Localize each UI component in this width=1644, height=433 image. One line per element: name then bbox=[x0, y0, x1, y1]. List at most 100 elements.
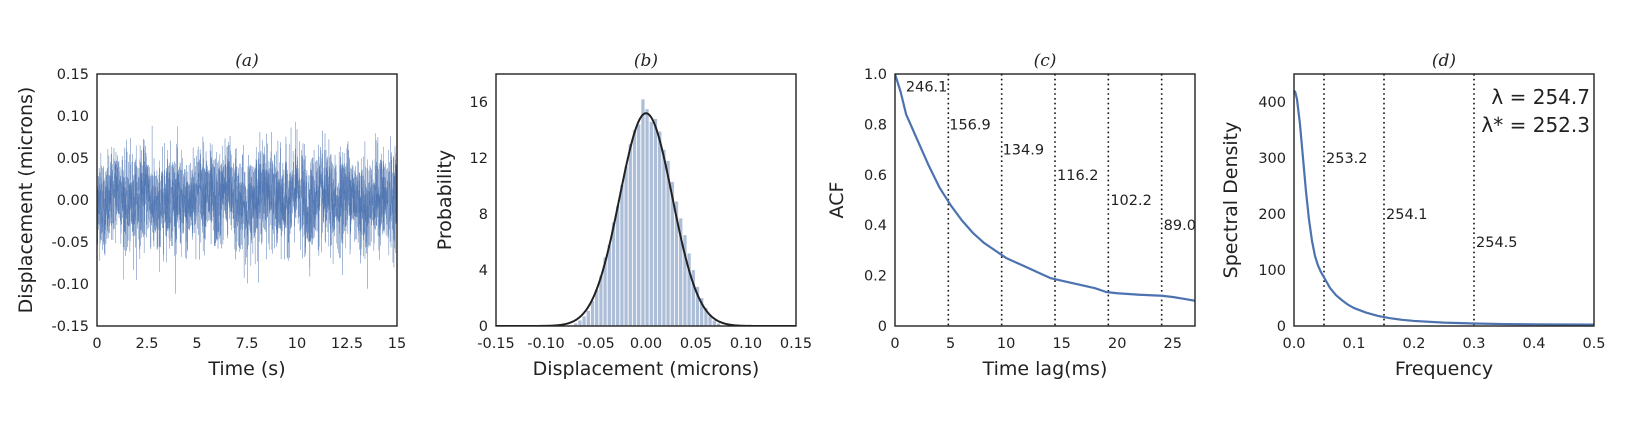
histogram-bar bbox=[641, 99, 645, 326]
plot-frame bbox=[1294, 74, 1594, 326]
x-axis-label: Frequency bbox=[1395, 358, 1493, 380]
annotation-label: 116.2 bbox=[1057, 168, 1099, 184]
x-tick-label: 0 bbox=[92, 336, 101, 352]
y-tick-label: 100 bbox=[1258, 263, 1286, 279]
y-tick-label: 0.10 bbox=[57, 109, 89, 125]
y-tick-label: 16 bbox=[470, 95, 488, 111]
annotation-label: 134.9 bbox=[1003, 143, 1045, 159]
x-tick-label: 0.2 bbox=[1402, 336, 1425, 352]
x-tick-label: 15 bbox=[1052, 336, 1070, 352]
annotation-label: 102.2 bbox=[1110, 193, 1152, 209]
histogram-bar bbox=[624, 166, 628, 326]
y-tick-label: 8 bbox=[479, 207, 488, 223]
panel-title: (a) bbox=[235, 51, 258, 71]
y-tick-label: -0.10 bbox=[51, 277, 89, 293]
x-tick-label: 0.3 bbox=[1462, 336, 1485, 352]
panel-d: 253.2 254.1 254.5 λ = 254.7 λ* = 252.3 0.0 0.1… bbox=[1220, 51, 1606, 380]
histogram-bar bbox=[620, 185, 624, 326]
x-tick-label: 5 bbox=[192, 336, 201, 352]
x-tick-label: 0.00 bbox=[630, 336, 662, 352]
y-tick-label: 4 bbox=[479, 263, 488, 279]
x-tick-label: 0.4 bbox=[1522, 336, 1545, 352]
y-tick-label: 0 bbox=[479, 319, 488, 335]
x-tick-label: 0.0 bbox=[1282, 336, 1305, 352]
histogram-bar bbox=[713, 320, 717, 326]
y-tick-label: 0.00 bbox=[57, 193, 89, 209]
x-axis-label: Displacement (microns) bbox=[533, 358, 760, 380]
x-tick-label: 0.05 bbox=[680, 336, 712, 352]
annotation-label: 89.0 bbox=[1164, 218, 1196, 234]
panel-title: (c) bbox=[1034, 51, 1057, 71]
series-line-acf bbox=[895, 74, 1195, 301]
plot-area bbox=[496, 99, 796, 326]
histogram-bar bbox=[578, 320, 582, 326]
histogram-bar bbox=[629, 144, 633, 326]
histogram-bar bbox=[595, 290, 599, 326]
annotation-label: 254.1 bbox=[1386, 207, 1428, 223]
plot-area bbox=[97, 122, 397, 294]
histogram-bar bbox=[654, 119, 658, 326]
panel-title: (d) bbox=[1432, 51, 1456, 71]
x-tick-label: 7.5 bbox=[235, 336, 258, 352]
x-tick-label: 15 bbox=[388, 336, 406, 352]
series-line-displacement bbox=[97, 122, 397, 294]
y-axis-label: ACF bbox=[826, 182, 848, 219]
x-tick-label: 12.5 bbox=[331, 336, 363, 352]
histogram-bar bbox=[662, 150, 666, 326]
panel-a: 0 2.5 5 7.5 10 12.5 15 -0.15 -0.10 -0.05 0.00 0.05 0… bbox=[15, 51, 406, 380]
y-tick-label: 0.05 bbox=[57, 151, 89, 167]
histogram-bar bbox=[612, 222, 616, 326]
histogram-bar bbox=[650, 122, 654, 326]
y-tick-label: 0.6 bbox=[864, 168, 887, 184]
x-tick-label: -0.05 bbox=[577, 336, 615, 352]
lambda-estimate-label: λ = 254.7 bbox=[1491, 85, 1590, 109]
y-tick-label: -0.05 bbox=[51, 235, 89, 251]
histogram-bar bbox=[608, 245, 612, 326]
y-tick-label: 300 bbox=[1258, 151, 1286, 167]
annotation-label: 254.5 bbox=[1476, 235, 1518, 251]
histogram-bar bbox=[591, 301, 595, 326]
histogram-bar bbox=[658, 131, 662, 326]
x-tick-label: 10 bbox=[997, 336, 1015, 352]
plot-area bbox=[1294, 74, 1594, 326]
y-tick-label: 0.15 bbox=[57, 67, 89, 83]
lambda-estimate-label: λ* = 252.3 bbox=[1481, 113, 1590, 137]
x-tick-label: 0.1 bbox=[1342, 336, 1365, 352]
y-tick-label: 1.0 bbox=[864, 67, 887, 83]
histogram-bar bbox=[582, 316, 586, 326]
histogram-bar bbox=[616, 206, 620, 326]
annotation-label: 253.2 bbox=[1326, 151, 1368, 167]
x-axis-label: Time lag(ms) bbox=[982, 358, 1108, 380]
x-tick-label: -0.10 bbox=[527, 336, 565, 352]
y-tick-label: 400 bbox=[1258, 95, 1286, 111]
x-tick-label: 25 bbox=[1164, 336, 1182, 352]
y-tick-label: 0.8 bbox=[864, 117, 887, 133]
x-tick-label: 5 bbox=[946, 336, 955, 352]
x-axis-label: Time (s) bbox=[207, 358, 285, 380]
x-tick-label: 0.10 bbox=[730, 336, 762, 352]
annotation-label: 156.9 bbox=[949, 117, 991, 133]
x-tick-label: 2.5 bbox=[135, 336, 158, 352]
y-axis-label: Displacement (microns) bbox=[15, 87, 37, 314]
histogram-bar bbox=[633, 130, 637, 326]
y-tick-label: 0.2 bbox=[864, 269, 887, 285]
histogram-bar bbox=[637, 124, 641, 326]
histogram-bar bbox=[645, 109, 649, 326]
y-axis-label: Spectral Density bbox=[1220, 122, 1242, 279]
y-tick-label: 200 bbox=[1258, 207, 1286, 223]
x-tick-label: 0.5 bbox=[1582, 336, 1605, 352]
annotation-label: 246.1 bbox=[906, 80, 948, 96]
x-tick-label: 0.15 bbox=[780, 336, 812, 352]
y-tick-label: 0.4 bbox=[864, 218, 887, 234]
y-tick-label: 12 bbox=[470, 151, 488, 167]
y-tick-label: -0.15 bbox=[51, 319, 89, 335]
histogram-bar bbox=[587, 311, 591, 326]
y-tick-label: 0 bbox=[1277, 319, 1286, 335]
x-tick-label: 0 bbox=[890, 336, 899, 352]
x-tick-label: -0.15 bbox=[477, 336, 515, 352]
x-tick-label: 10 bbox=[288, 336, 306, 352]
y-tick-label: 0 bbox=[878, 319, 887, 335]
